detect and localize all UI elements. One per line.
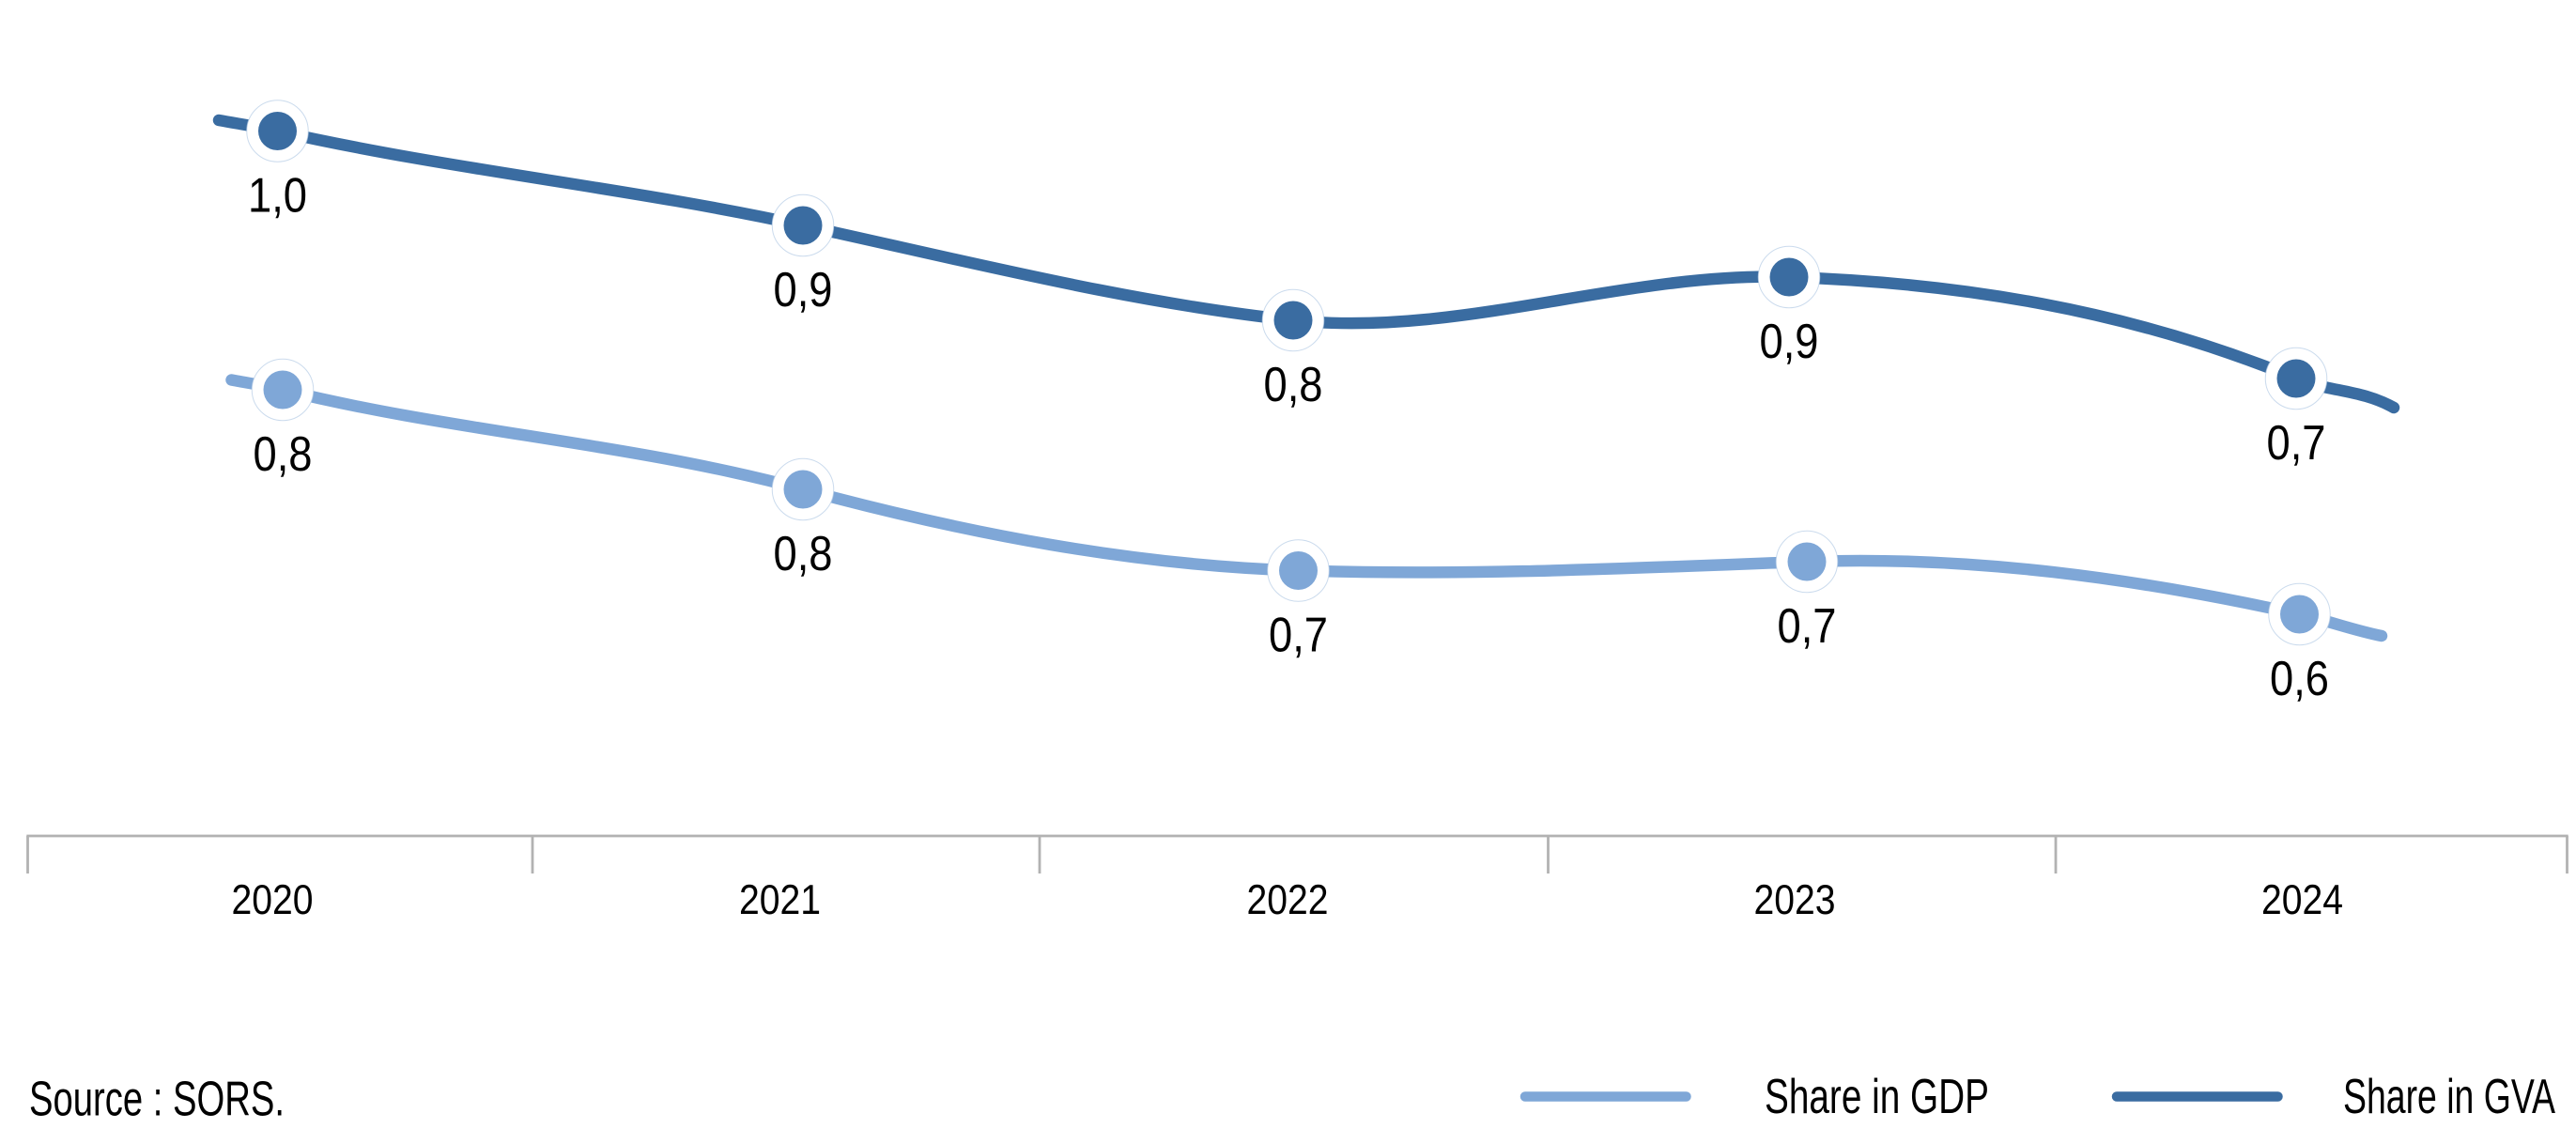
- svg-text:Source : SORS.: Source : SORS.: [29, 1073, 285, 1127]
- svg-text:2022: 2022: [1247, 877, 1329, 923]
- svg-text:0,9: 0,9: [774, 262, 833, 317]
- svg-text:0,8: 0,8: [254, 426, 313, 481]
- svg-text:0,7: 0,7: [2267, 415, 2326, 470]
- svg-text:2023: 2023: [1754, 877, 1836, 923]
- svg-text:0,7: 0,7: [1269, 608, 1328, 662]
- svg-text:0,8: 0,8: [774, 526, 833, 580]
- svg-text:1,0: 1,0: [248, 168, 307, 223]
- svg-text:2021: 2021: [739, 877, 821, 923]
- svg-text:Share in GDP: Share in GDP: [1765, 1070, 1989, 1124]
- svg-text:Share in GVA: Share in GVA: [2343, 1070, 2555, 1124]
- svg-text:0,8: 0,8: [1264, 357, 1323, 411]
- svg-text:0,9: 0,9: [1760, 314, 1819, 368]
- svg-text:2024: 2024: [2261, 877, 2343, 923]
- svg-text:0,7: 0,7: [1778, 598, 1837, 653]
- svg-text:0,6: 0,6: [2270, 651, 2329, 705]
- svg-text:2020: 2020: [232, 877, 314, 923]
